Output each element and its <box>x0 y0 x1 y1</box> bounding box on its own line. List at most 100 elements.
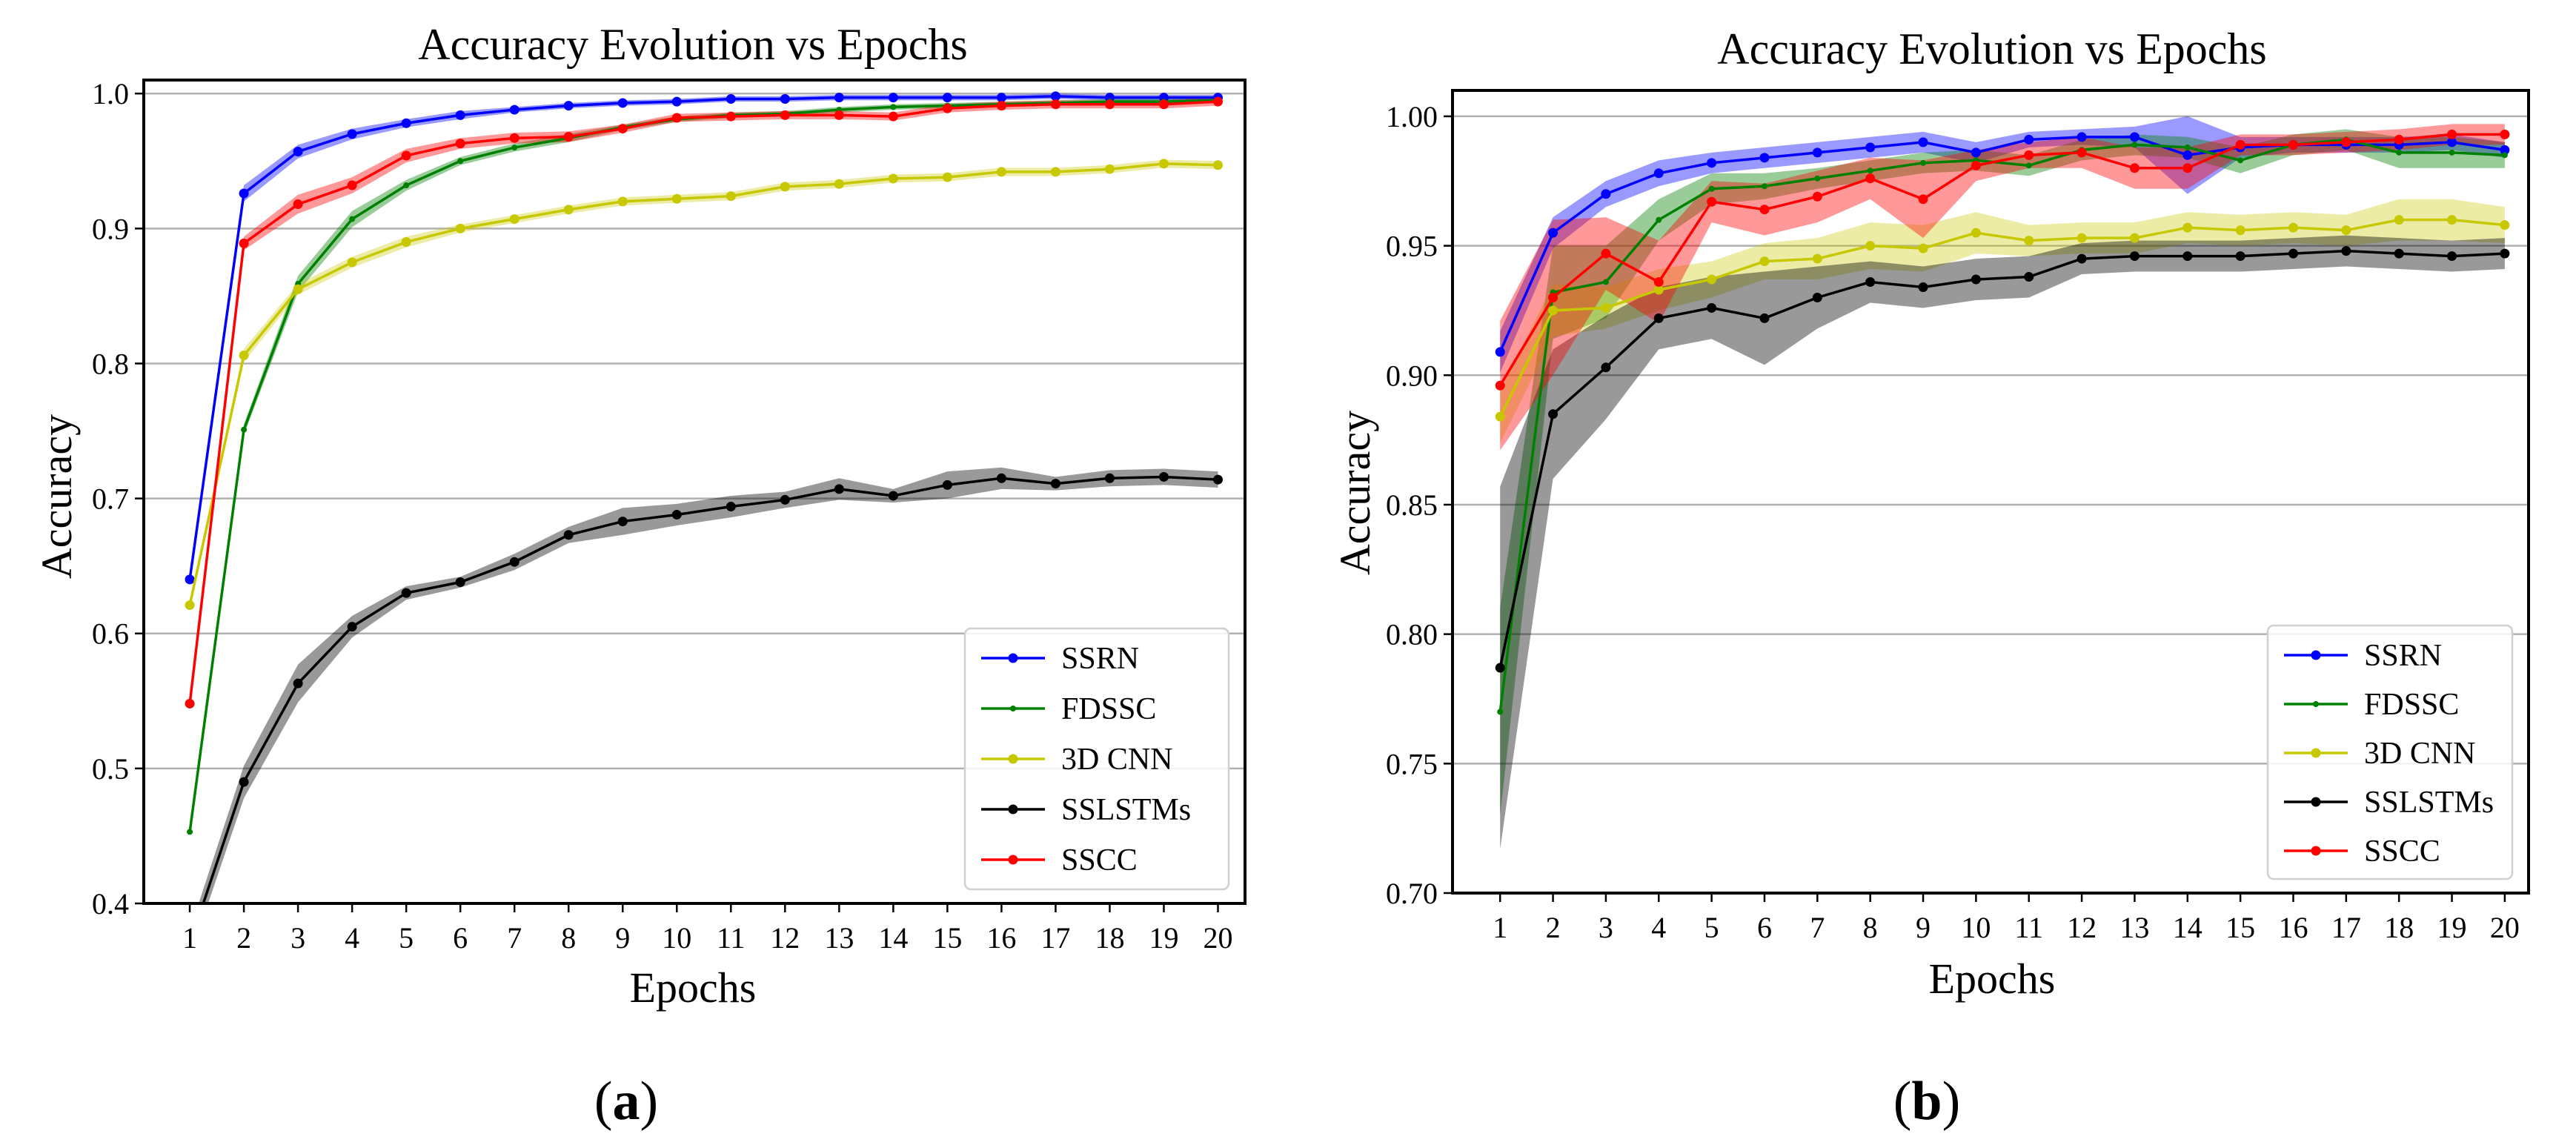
series-line-ssrn <box>188 95 1218 580</box>
y-tick-label: 0.80 <box>1386 618 1438 651</box>
point-sscc <box>1104 99 1115 110</box>
y-tick-label: 0.9 <box>92 212 129 245</box>
point-sscc <box>1601 248 1611 259</box>
point-sslstms <box>996 473 1006 483</box>
point-sslstms <box>2394 248 2404 259</box>
point-sslstms <box>2024 272 2034 282</box>
point-ssrn <box>185 574 195 585</box>
legend-box <box>963 627 1230 891</box>
point-3d-cnn <box>185 600 195 610</box>
x-tick-label: 4 <box>1651 911 1666 944</box>
point-sscc <box>1865 173 1876 184</box>
point-sslstms <box>1812 292 1822 302</box>
point-ssrn <box>1050 91 1060 102</box>
y-tick-label: 1.0 <box>92 77 129 110</box>
point-ssrn <box>2129 132 2140 142</box>
point-sscc <box>726 111 736 122</box>
y-tick-label: 0.4 <box>92 887 129 920</box>
point-ssrn <box>2024 134 2034 145</box>
plot-frame <box>1451 89 2530 895</box>
legend-label-fdssc: FDSSC <box>2364 688 2459 722</box>
point-sscc <box>1759 205 1770 215</box>
point-sslstms <box>888 491 898 501</box>
point-ssrn <box>996 93 1006 103</box>
point-ssrn <box>1601 189 1611 199</box>
point-ssrn <box>834 93 844 103</box>
point-sslstms <box>2235 251 2245 262</box>
point-sslstms <box>239 777 249 787</box>
band-sscc <box>1500 124 2505 451</box>
point-sslstms <box>1918 282 1928 293</box>
point-fdssc <box>2131 142 2138 148</box>
point-ssrn <box>888 93 898 103</box>
point-3d-cnn <box>1971 228 1981 238</box>
x-tick-label: 20 <box>1203 921 1232 955</box>
point-sscc <box>2024 150 2034 160</box>
series-line-sslstms <box>1498 249 2505 668</box>
point-3d-cnn <box>1653 285 1664 295</box>
legend-label-sslstms: SSLSTMs <box>2364 786 2494 820</box>
point-fdssc <box>1708 185 1715 192</box>
point-3d-cnn <box>293 284 303 294</box>
x-tick-label: 19 <box>2437 911 2467 944</box>
point-ssrn <box>293 147 303 157</box>
point-sscc <box>2394 134 2404 145</box>
point-3d-cnn <box>2235 225 2245 236</box>
point-3d-cnn <box>2447 215 2457 225</box>
point-3d-cnn <box>1548 305 1558 316</box>
x-tick-label: 3 <box>1599 911 1613 944</box>
x-tick-label: 5 <box>1704 911 1719 944</box>
point-sslstms <box>563 530 574 540</box>
point-3d-cnn <box>1707 274 1717 285</box>
point-sscc <box>2077 147 2087 158</box>
chart-title: Accuracy Evolution vs Epochs <box>1717 24 2266 73</box>
point-sscc <box>1918 194 1928 205</box>
point-3d-cnn <box>2024 236 2034 246</box>
point-sslstms <box>2341 246 2351 256</box>
point-fdssc <box>2501 152 2508 159</box>
point-fdssc <box>2449 149 2455 156</box>
point-3d-cnn <box>726 191 736 202</box>
legend-label-3d-cnn: 3D CNN <box>2364 737 2476 771</box>
point-3d-cnn <box>401 237 411 248</box>
x-tick-label: 8 <box>561 921 576 955</box>
point-sscc <box>1812 191 1822 202</box>
point-3d-cnn <box>996 167 1006 177</box>
point-sslstms <box>1707 302 1717 313</box>
point-fdssc <box>2396 149 2403 156</box>
point-sscc <box>834 110 844 120</box>
point-sscc <box>1653 277 1664 288</box>
x-tick-label: 10 <box>662 921 691 955</box>
legend-marker-fdssc <box>2313 701 2319 707</box>
point-sscc <box>2288 139 2298 150</box>
point-sslstms <box>1865 277 1876 288</box>
point-sslstms <box>2500 248 2510 259</box>
x-tick-label: 1 <box>182 921 197 955</box>
x-tick-label: 2 <box>1546 911 1561 944</box>
point-sslstms <box>2129 251 2140 262</box>
point-fdssc <box>457 158 464 165</box>
band-ssrn <box>1500 116 2505 373</box>
point-3d-cnn <box>2182 222 2193 233</box>
legend-label-3d-cnn: 3D CNN <box>1061 743 1173 777</box>
x-tick-label: 7 <box>1810 911 1825 944</box>
point-fdssc <box>1814 175 1821 182</box>
legend-label-fdssc: FDSSC <box>1061 692 1156 726</box>
legend-label-sslstms: SSLSTMs <box>1061 793 1191 827</box>
point-sscc <box>2235 139 2245 150</box>
y-tick-label: 0.85 <box>1386 488 1438 522</box>
legend-label-ssrn: SSRN <box>1061 642 1139 676</box>
legend-label-sscc: SSCC <box>2364 835 2440 869</box>
point-sslstms <box>1495 663 1505 673</box>
point-fdssc <box>2025 162 2032 169</box>
y-axis-label: Accuracy <box>33 414 81 579</box>
legend-box <box>2266 624 2514 880</box>
legend-label-sscc: SSCC <box>1061 843 1138 877</box>
point-3d-cnn <box>1495 411 1505 422</box>
point-ssrn <box>780 93 790 104</box>
point-3d-cnn <box>2077 233 2087 243</box>
point-sscc <box>2341 137 2351 147</box>
point-fdssc <box>1867 167 1873 174</box>
point-sscc <box>185 698 195 709</box>
point-ssrn <box>2447 137 2457 147</box>
